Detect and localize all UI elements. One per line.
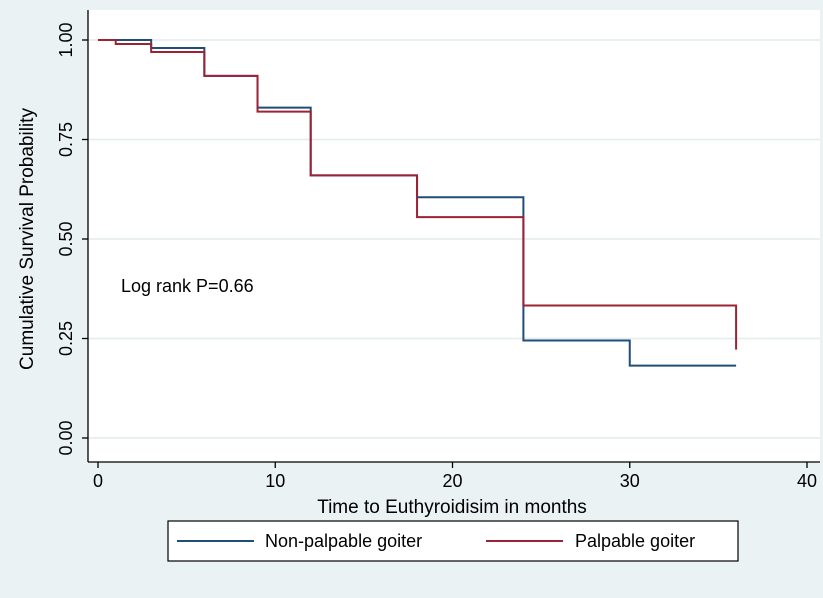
axes xyxy=(87,10,820,463)
series-lines xyxy=(98,39,738,367)
y-tick-label-4: 1.00 xyxy=(56,22,76,57)
legend-label-0: Non-palpable goiter xyxy=(265,531,422,551)
y-tick-label-0: 0.00 xyxy=(56,420,76,455)
y-axis-title: Cumulative Survival Probability xyxy=(17,108,38,370)
log-rank-annotation: Log rank P=0.66 xyxy=(121,276,254,296)
legend-box xyxy=(167,520,739,562)
plot-area xyxy=(88,10,820,462)
x-ticks: 0 10 20 30 40 xyxy=(93,462,817,491)
y-ticks: 0.00 0.25 0.50 0.75 1.00 xyxy=(56,22,88,456)
x-tick-label-0: 0 xyxy=(93,471,103,491)
x-tick-label-3: 30 xyxy=(620,471,640,491)
grid-lines xyxy=(88,39,820,439)
x-tick-label-2: 20 xyxy=(442,471,462,491)
x-tick-label-4: 40 xyxy=(797,471,817,491)
x-tick-label-1: 10 xyxy=(265,471,285,491)
series-line-1 xyxy=(98,39,738,350)
y-tick-label-2: 0.50 xyxy=(56,221,76,256)
y-tick-label-1: 0.25 xyxy=(56,321,76,356)
legend: Non-palpable goiter Palpable goiter xyxy=(167,520,739,562)
x-axis-title: Time to Euthyroidisim in months xyxy=(317,497,587,518)
legend-label-1: Palpable goiter xyxy=(575,531,695,551)
y-tick-label-3: 0.75 xyxy=(56,122,76,157)
